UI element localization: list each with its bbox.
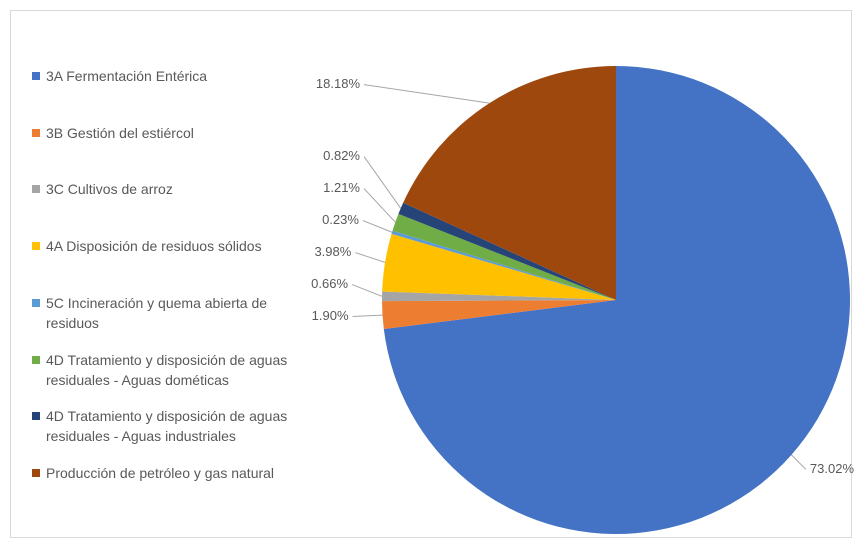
legend-item: 3C Cultivos de arroz [32, 179, 312, 199]
pie-slice [382, 233, 616, 300]
legend-item: 4D Tratamiento y disposición de aguas re… [32, 350, 312, 390]
pie-slice [403, 66, 616, 300]
legend-swatch [32, 468, 40, 477]
legend-label: 3A Fermentación Entérica [46, 68, 208, 84]
leader-line [363, 188, 396, 223]
leader-line [351, 284, 383, 297]
pie-slice [383, 66, 850, 535]
legend-label: 5C Incineración y quema abierta de resid… [46, 294, 268, 331]
data-label: 3.98% [314, 244, 351, 259]
legend-swatch [32, 128, 40, 137]
leader-line [791, 454, 807, 470]
legend-label: 3C Cultivos de arroz [46, 181, 173, 198]
legend-swatch [32, 72, 40, 80]
legend-label: 4D Tratamiento y disposición de aguas re… [46, 351, 288, 388]
pie-slice [382, 291, 616, 302]
data-label: 18.18% [316, 76, 361, 91]
legend-swatch [32, 242, 40, 251]
pie-slice [398, 202, 616, 300]
data-label: 73.02% [810, 461, 855, 476]
legend-item: 4A Disposición de residuos sólidos [32, 236, 312, 256]
pie-slice [391, 230, 616, 300]
legend-item: 3B Gestión del estiércol [32, 123, 312, 143]
data-label: 0.23% [322, 212, 359, 227]
legend-item: 4D Tratamiento y disposición de aguas re… [32, 406, 312, 446]
legend-item: Producción de petróleo y gas natural [32, 463, 312, 483]
chart-frame [10, 10, 852, 538]
leader-line [363, 84, 490, 104]
legend-swatch [32, 412, 40, 421]
legend-label: 4A Disposición de residuos sólidos [46, 238, 262, 255]
legend-swatch [32, 355, 40, 364]
legend-label: 3B Gestión del estiércol [46, 124, 194, 141]
legend-item: 3A Fermentación Entérica [32, 66, 312, 86]
leader-line [352, 314, 383, 318]
legend-label: 4D Tratamiento y disposición de aguas re… [46, 408, 288, 445]
legend-item: 5C Incineración y quema abierta de resid… [32, 293, 312, 333]
legend-label: Producción de petróleo y gas natural [46, 464, 275, 481]
pie-slice [382, 300, 616, 330]
leader-line [362, 220, 393, 233]
data-label: 0.82% [323, 148, 360, 163]
leader-line [355, 252, 386, 263]
pie-slice [392, 213, 616, 300]
data-label: 1.21% [323, 180, 360, 195]
leader-line [363, 156, 402, 209]
legend-swatch [32, 298, 40, 307]
legend-swatch [32, 185, 40, 194]
data-label: 0.66% [311, 276, 348, 291]
data-label: 1.90% [312, 308, 349, 323]
